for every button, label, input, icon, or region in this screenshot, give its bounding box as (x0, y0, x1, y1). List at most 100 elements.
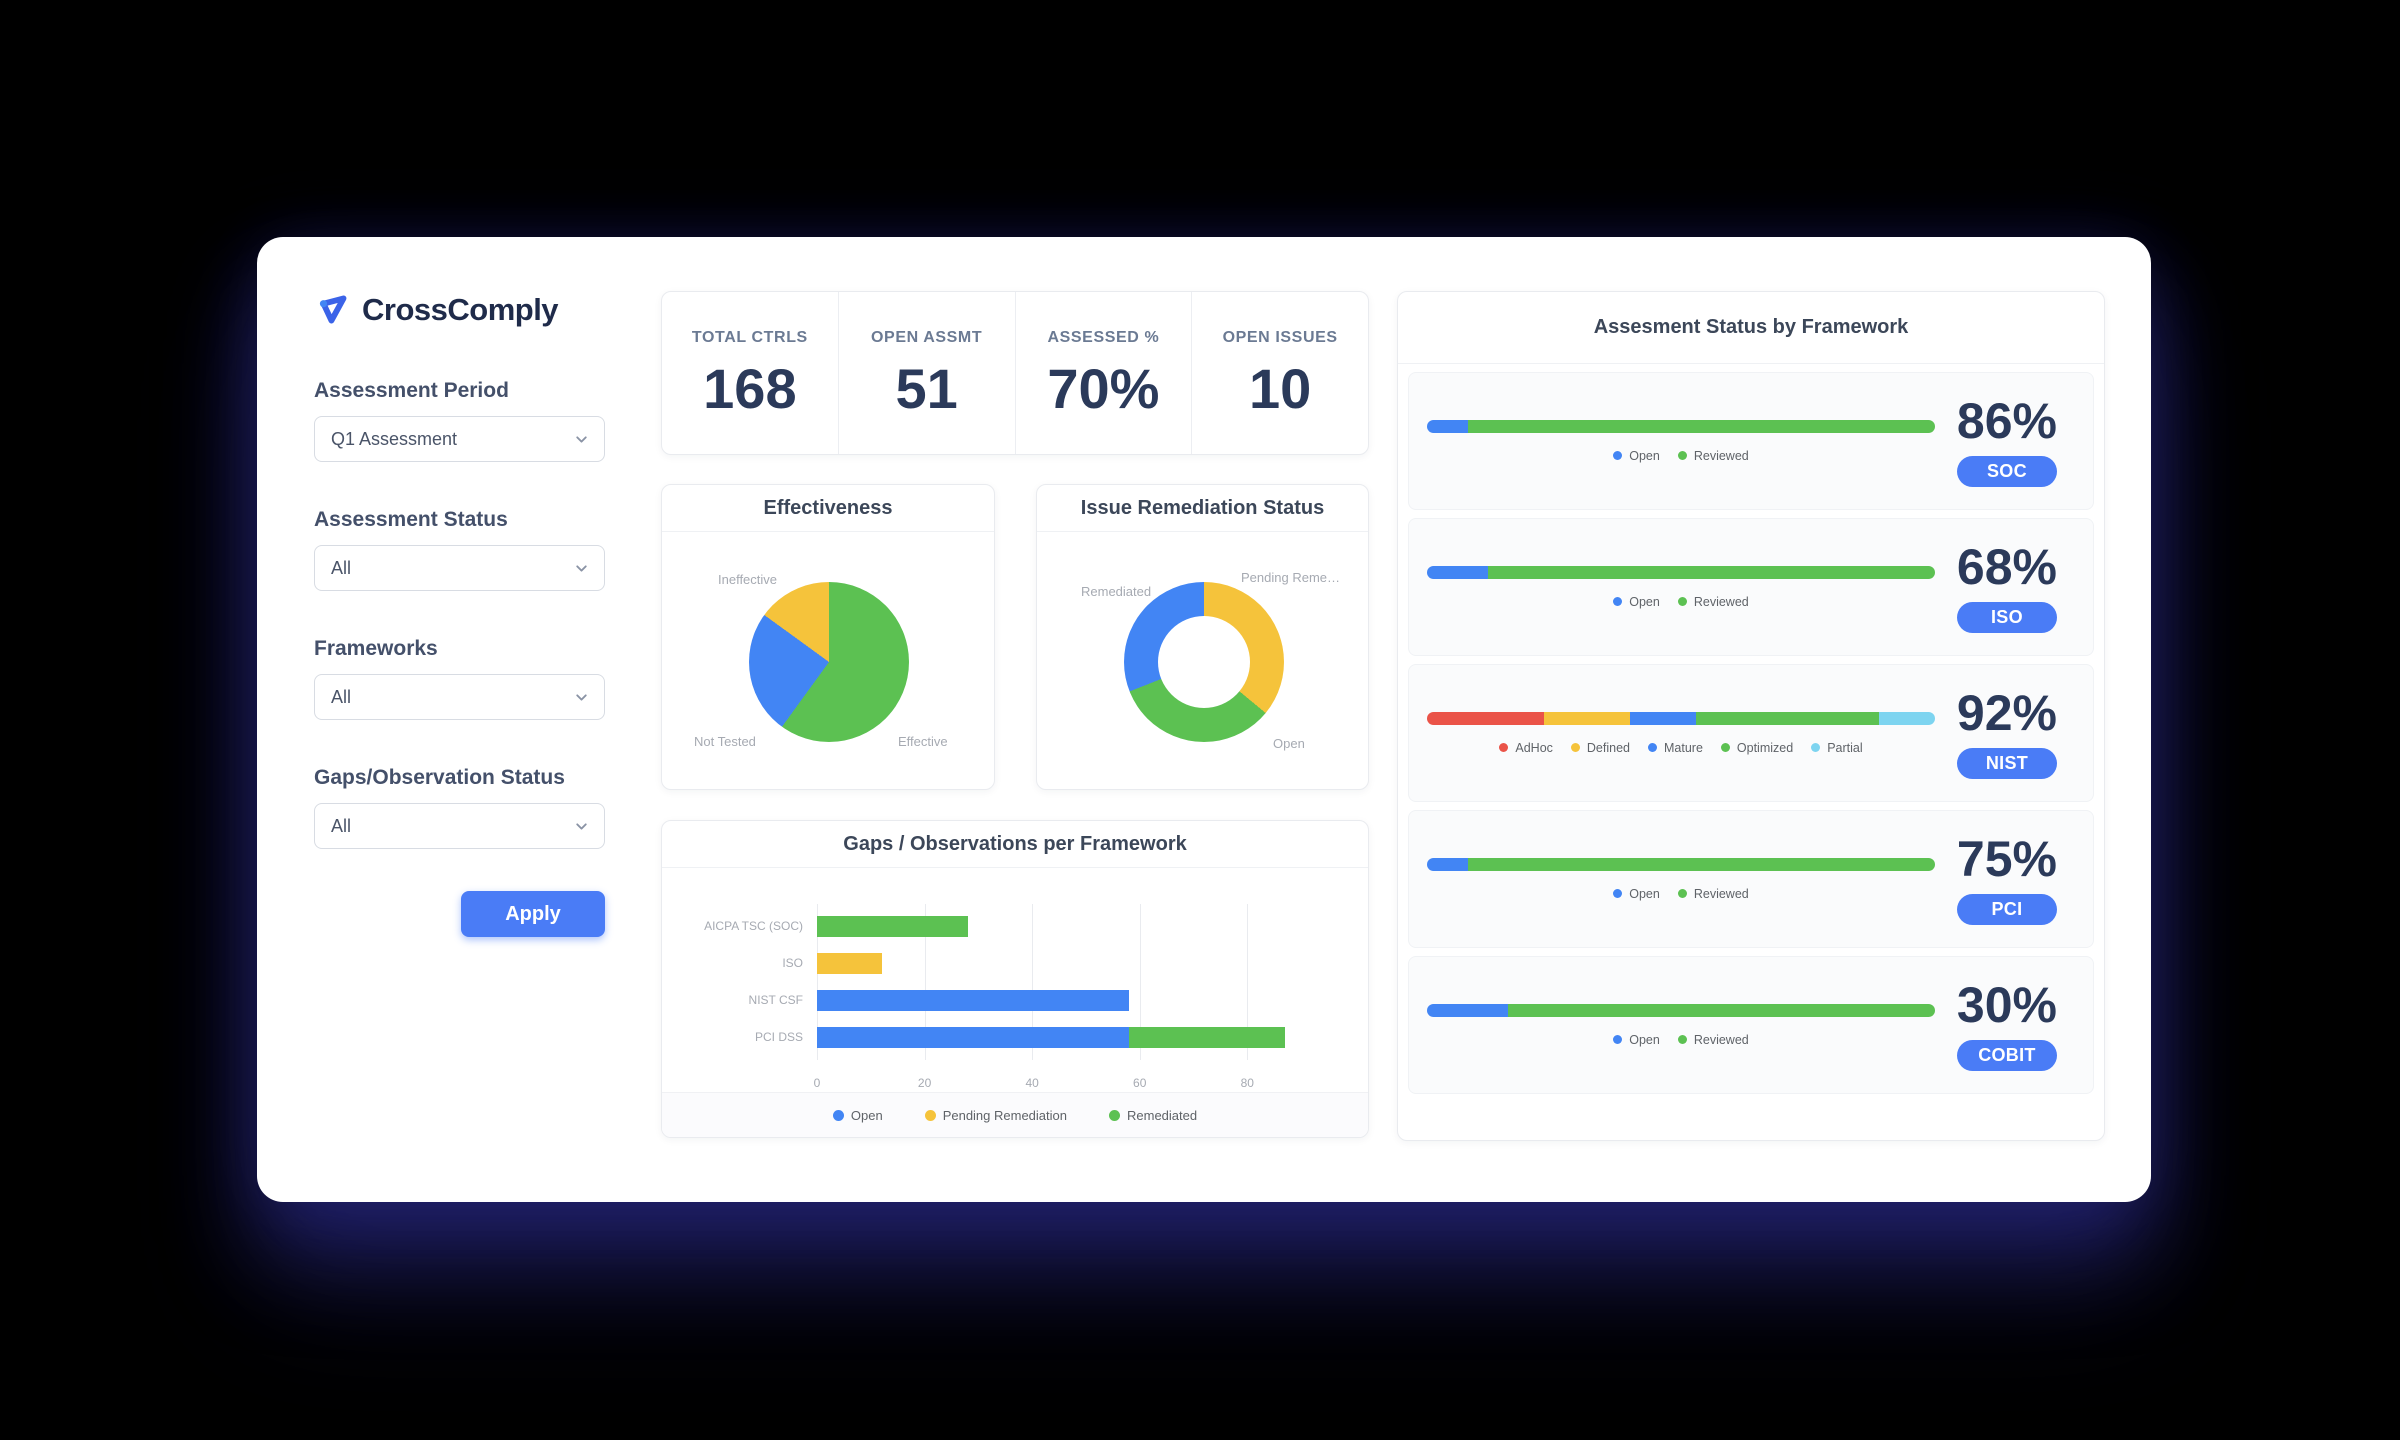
framework-bar-block: Open Reviewed (1427, 1003, 1935, 1047)
kpi-label: OPEN ASSMT (871, 329, 983, 346)
gaps-observations-card: Gaps / Observations per Framework AICPA … (661, 820, 1369, 1138)
bar-segment (817, 953, 882, 974)
legend-label: Open (850, 1107, 883, 1123)
legend-item[interactable]: Partial (1811, 741, 1863, 755)
legend-item[interactable]: Reviewed (1677, 449, 1749, 463)
framework-percentage: 30% (1956, 976, 2057, 1033)
bar-category-label: PCI DSS (754, 1030, 803, 1044)
legend-item[interactable]: Open (1613, 449, 1660, 463)
framework-row: Open Reviewed 30% COBIT (1408, 956, 2094, 1094)
apply-button[interactable]: Apply (461, 891, 605, 937)
framework-legend: AdHoc Defined Mature Optimized Partial (1427, 741, 1935, 755)
framework-bar-block: Open Reviewed (1427, 419, 1935, 463)
stacked-bar (817, 953, 1328, 974)
kpi-label: OPEN ISSUES (1222, 329, 1338, 346)
filter-group-frameworks: Frameworks All (314, 637, 605, 720)
bar-segment (817, 916, 968, 937)
legend-item[interactable]: Open (832, 1107, 883, 1123)
progress-segment (1508, 1003, 1935, 1017)
legend-label: Defined (1586, 740, 1630, 755)
framework-score-block: 92% NIST (1957, 688, 2067, 779)
legend-label: Open (1629, 594, 1660, 609)
framework-row: AdHoc Defined Mature Optimized Partial 92% NIS… (1408, 664, 2094, 802)
framework-score-block: 75% PCI (1957, 834, 2067, 925)
progress-segment (1467, 857, 1935, 871)
legend-label: Open (1629, 886, 1660, 901)
progress-segment (1630, 711, 1697, 725)
legend-label: Open (1629, 448, 1660, 463)
remediation-card: Issue Remediation Status Remediated Pend… (1036, 484, 1369, 790)
framework-progress-bar (1427, 419, 1935, 433)
filter-list: Assessment Period Q1 Assessment Assessment… (314, 379, 605, 849)
framework-percentage: 86% (1956, 392, 2057, 449)
legend-item[interactable]: AdHoc (1499, 741, 1553, 755)
framework-row: Open Reviewed 68% ISO (1408, 518, 2094, 656)
legend-item[interactable]: Open (1613, 595, 1660, 609)
framework-score-block: 30% COBIT (1957, 980, 2067, 1071)
framework-legend: Open Reviewed (1427, 449, 1935, 463)
progress-segment (1543, 711, 1631, 725)
dashboard-window: CrossComply Assessment Period Q1 Assessme… (257, 237, 2151, 1202)
filter-group-gaps-observation-status: Gaps/Observation Status All (314, 766, 605, 849)
framework-bar-block: Open Reviewed (1427, 857, 1935, 901)
framework-badge: COBIT (1956, 1039, 2057, 1071)
legend-item[interactable]: Reviewed (1677, 595, 1749, 609)
framework-score-block: 68% ISO (1957, 542, 2067, 633)
crosscomply-logo-icon (314, 291, 352, 329)
framework-legend: Open Reviewed (1427, 595, 1935, 609)
filter-select-assessment-period[interactable]: Q1 Assessment (314, 416, 605, 462)
legend-item[interactable]: Reviewed (1677, 887, 1749, 901)
framework-progress-bar (1427, 565, 1935, 579)
framework-score-block: 86% SOC (1957, 396, 2067, 487)
legend-item[interactable]: Mature (1648, 741, 1703, 755)
bar-row (817, 908, 1328, 945)
framework-percentage: 75% (1956, 830, 2057, 887)
pie-label-not-tested: Not Tested (694, 734, 756, 749)
bar-plot-area: 0 20 40 60 80 (814, 896, 1328, 1092)
framework-badge: SOC (1956, 455, 2057, 487)
effectiveness-card: Effectiveness Ineffective Not Tested Eff… (661, 484, 995, 790)
legend-item[interactable]: Open (1613, 1033, 1660, 1047)
framework-badge: NIST (1956, 747, 2057, 779)
framework-row: Open Reviewed 75% PCI (1408, 810, 2094, 948)
progress-segment (1487, 565, 1935, 579)
gridline (924, 904, 926, 1060)
legend-item[interactable]: Reviewed (1677, 1033, 1749, 1047)
legend-item[interactable]: Open (1613, 887, 1660, 901)
filter-group-assessment-status: Assessment Status All (314, 508, 605, 591)
bar-category-label: NIST CSF (748, 993, 803, 1007)
filter-select-gaps-observation-status[interactable]: All (314, 803, 605, 849)
legend-item[interactable]: Optimized (1720, 741, 1793, 755)
progress-segment (1879, 711, 1935, 725)
legend-item[interactable]: Defined (1570, 740, 1630, 755)
progress-segment (1427, 857, 1468, 871)
filter-select-assessment-status[interactable]: All (314, 545, 605, 591)
legend-dot (1811, 743, 1821, 752)
gaps-bar-chart: AICPA TSC (SOC) ISO NIST CSF PCI DSS 0 20 40 6… (662, 868, 1368, 1092)
x-axis-tick: 20 (917, 1076, 932, 1090)
progress-segment (1427, 565, 1488, 579)
kpi-cell: ASSESSED % 70% (1016, 292, 1193, 454)
kpi-value: 70% (1047, 357, 1160, 420)
bar-segment (1128, 1027, 1285, 1048)
progress-segment (1427, 711, 1544, 725)
legend-dot (1613, 1035, 1623, 1044)
x-axis-tick: 80 (1240, 1076, 1254, 1090)
legend-dot (832, 1109, 844, 1121)
chart-row: Effectiveness Ineffective Not Tested Eff… (661, 484, 1369, 790)
framework-row: Open Reviewed 86% SOC (1408, 372, 2094, 510)
remediation-chart-area: Remediated Pending Reme… Open (1037, 532, 1368, 789)
bar-segment (817, 1027, 1129, 1048)
effectiveness-chart-area: Ineffective Not Tested Effective (662, 532, 994, 789)
kpi-value: 168 (703, 357, 797, 420)
legend-item[interactable]: Remediated (1109, 1108, 1197, 1123)
bar-category-labels: AICPA TSC (SOC) ISO NIST CSF PCI DSS (662, 896, 817, 1092)
framework-bar-block: AdHoc Defined Mature Optimized Partial (1427, 711, 1935, 755)
progress-segment (1427, 1003, 1509, 1017)
kpi-cell: OPEN ISSUES 10 (1192, 292, 1368, 454)
bar-row (817, 945, 1328, 982)
remediation-donut-chart (1124, 582, 1284, 742)
filter-select-frameworks[interactable]: All (314, 674, 605, 720)
pie-label-effective: Effective (898, 734, 948, 749)
legend-item[interactable]: Pending Remediation (924, 1108, 1067, 1123)
